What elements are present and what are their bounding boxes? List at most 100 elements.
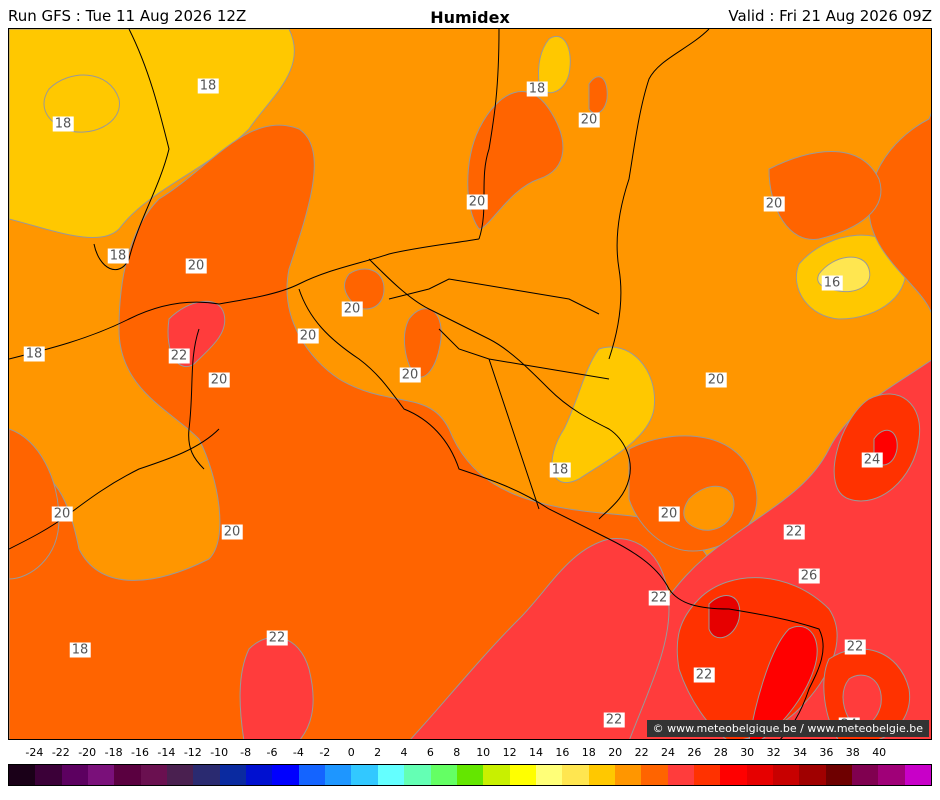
contour-label: 20 bbox=[399, 367, 421, 383]
contour-label: 20 bbox=[705, 372, 727, 388]
credit-label[interactable]: © www.meteobelgique.be / www.meteobelgie… bbox=[646, 720, 929, 737]
contour-label: 20 bbox=[51, 506, 73, 522]
legend-tick-label: -20 bbox=[78, 746, 97, 759]
legend-tick-label: 2 bbox=[374, 746, 382, 759]
legend-swatch bbox=[167, 765, 194, 785]
legend-tick-label: 36 bbox=[819, 746, 834, 759]
legend-tick-label: -2 bbox=[319, 746, 331, 759]
luxembourg-border bbox=[488, 358, 540, 510]
legend-swatch bbox=[667, 765, 694, 785]
brittany-coast bbox=[9, 428, 220, 550]
contour-label: 20 bbox=[208, 372, 230, 388]
legend-tick-label: -8 bbox=[240, 746, 252, 759]
legend-tick-label: -18 bbox=[104, 746, 123, 759]
legend-swatch bbox=[404, 765, 431, 785]
contour-label: 18 bbox=[69, 642, 91, 658]
humidex-band-18-ardennes bbox=[551, 346, 656, 484]
legend-tick-label: -6 bbox=[266, 746, 278, 759]
legend-tick-label: 28 bbox=[713, 746, 728, 759]
legend-tick-label: 40 bbox=[872, 746, 887, 759]
legend-swatch bbox=[614, 765, 642, 785]
valid-label: Valid : Fri 21 Aug 2026 09Z bbox=[728, 7, 932, 25]
contour-label: 18 bbox=[549, 462, 571, 478]
legend-tick-label: 14 bbox=[529, 746, 543, 759]
legend-tick-label: -10 bbox=[210, 746, 229, 759]
contour-label: 26 bbox=[798, 568, 820, 584]
legend-tick-label: 8 bbox=[453, 746, 461, 759]
contour-label: 22 bbox=[603, 712, 625, 728]
contour-label: 20 bbox=[763, 196, 785, 212]
legend-swatch bbox=[272, 765, 299, 785]
legend-tick-label: 18 bbox=[581, 746, 596, 759]
legend-swatch bbox=[720, 765, 747, 785]
legend-swatch bbox=[9, 765, 36, 785]
legend-tick-label: -24 bbox=[25, 746, 44, 759]
contour-label: 20 bbox=[297, 328, 319, 344]
contour-label: 18 bbox=[107, 248, 129, 264]
legend-swatch bbox=[562, 765, 589, 785]
contour-label: 20 bbox=[221, 524, 243, 540]
legend-swatch bbox=[693, 765, 721, 785]
legend-swatch bbox=[641, 765, 668, 785]
legend-tick-label: 38 bbox=[845, 746, 860, 759]
legend-swatch bbox=[852, 765, 879, 785]
contour-label: 18 bbox=[52, 116, 74, 132]
french-coastline bbox=[9, 238, 480, 360]
french-border bbox=[298, 288, 824, 739]
legend-swatch bbox=[377, 765, 405, 785]
borders bbox=[9, 29, 824, 739]
legend-tick-label: 16 bbox=[555, 746, 570, 759]
legend-swatch bbox=[746, 765, 773, 785]
legend-tick-label: -16 bbox=[131, 746, 149, 759]
legend-tick-label: 0 bbox=[347, 746, 355, 759]
legend-swatch bbox=[219, 765, 247, 785]
contour-label: 18 bbox=[23, 346, 45, 362]
humidex-band-22-coastal bbox=[343, 268, 385, 310]
legend-swatch bbox=[772, 765, 800, 785]
cotentin bbox=[188, 328, 205, 470]
legend-swatch bbox=[456, 765, 484, 785]
contour-label: 20 bbox=[578, 112, 600, 128]
contour-label: 18 bbox=[526, 81, 548, 97]
legend-swatch bbox=[193, 765, 220, 785]
contour-label: 22 bbox=[844, 639, 866, 655]
uk-coastline bbox=[93, 29, 170, 271]
run-label: Run GFS : Tue 11 Aug 2026 12Z bbox=[8, 7, 247, 25]
legend-tick-label: -12 bbox=[183, 746, 202, 759]
belgian-provinces-south bbox=[438, 328, 610, 380]
contour-label: 22 bbox=[266, 630, 288, 646]
legend-swatch bbox=[825, 765, 852, 785]
legend-swatch bbox=[483, 765, 510, 785]
legend-swatch bbox=[298, 765, 326, 785]
legend-swatch bbox=[535, 765, 563, 785]
legend-swatch bbox=[61, 765, 89, 785]
german-border bbox=[608, 29, 710, 360]
legend-swatch bbox=[140, 765, 168, 785]
belgian-border bbox=[368, 258, 631, 520]
humidex-map: 18 18 18 18 18 18 18 16 20 20 20 20 20 2… bbox=[8, 28, 932, 740]
legend-tick-label: 34 bbox=[793, 746, 807, 759]
contour-label: 24 bbox=[861, 452, 883, 468]
legend-tick-label: 32 bbox=[766, 746, 781, 759]
legend-tick-label: 20 bbox=[608, 746, 623, 759]
legend-tick-label: 24 bbox=[661, 746, 675, 759]
contour-label: 20 bbox=[185, 258, 207, 274]
legend-swatch bbox=[246, 765, 273, 785]
legend-swatch bbox=[88, 765, 115, 785]
contour-label: 16 bbox=[821, 275, 843, 291]
humidex-band-20-southeast bbox=[683, 485, 735, 531]
legend-swatch bbox=[799, 765, 826, 785]
legend-tick-label: -14 bbox=[157, 746, 176, 759]
legend-swatch bbox=[351, 765, 378, 785]
legend-colorbar bbox=[8, 764, 932, 786]
contour-label: 20 bbox=[341, 301, 363, 317]
contour-label: 22 bbox=[168, 348, 190, 364]
contour-label: 22 bbox=[648, 590, 670, 606]
legend-swatch bbox=[114, 765, 141, 785]
legend-swatch bbox=[588, 765, 615, 785]
map-title: Humidex bbox=[430, 8, 510, 27]
legend-tick-label: -22 bbox=[51, 746, 70, 759]
legend-swatch bbox=[878, 765, 905, 785]
legend-swatch bbox=[325, 765, 352, 785]
legend-tick-label: 26 bbox=[687, 746, 702, 759]
